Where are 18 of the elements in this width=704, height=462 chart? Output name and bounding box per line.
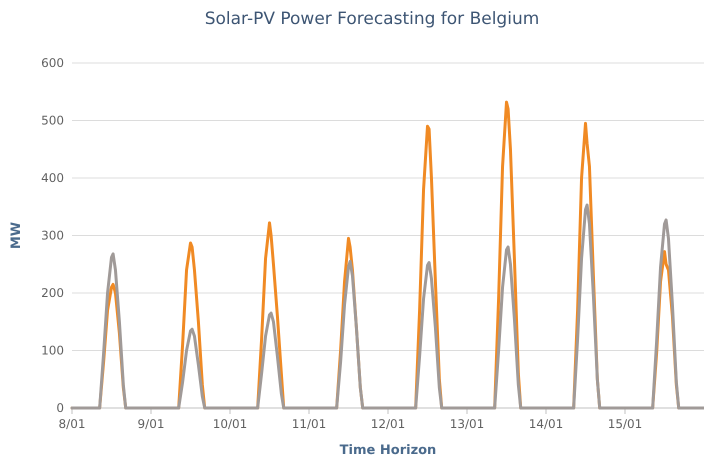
x-tick-label: 10/01: [212, 417, 248, 431]
chart-title: Solar-PV Power Forecasting for Belgium: [204, 9, 540, 29]
x-tick-label: 15/01: [608, 417, 642, 431]
y-tick-label: 0: [56, 401, 64, 415]
y-tick-label: 200: [41, 286, 64, 300]
x-tick-label: 9/01: [138, 417, 164, 431]
x-tick-label: 8/01: [58, 417, 86, 431]
x-tick-label: 12/01: [370, 417, 406, 431]
x-tick-label: 11/01: [292, 417, 326, 431]
y-tick-label: 400: [41, 171, 64, 185]
x-tick-label: 13/01: [450, 417, 484, 431]
y-tick-label: 300: [41, 228, 64, 242]
x-axis-title: Time Horizon: [340, 443, 436, 458]
y-tick-label: 500: [41, 114, 64, 128]
x-tick-label: 14/01: [528, 417, 564, 431]
y-tick-label: 600: [41, 56, 64, 70]
y-axis-title: MW: [9, 222, 24, 250]
y-tick-label: 100: [41, 344, 64, 358]
